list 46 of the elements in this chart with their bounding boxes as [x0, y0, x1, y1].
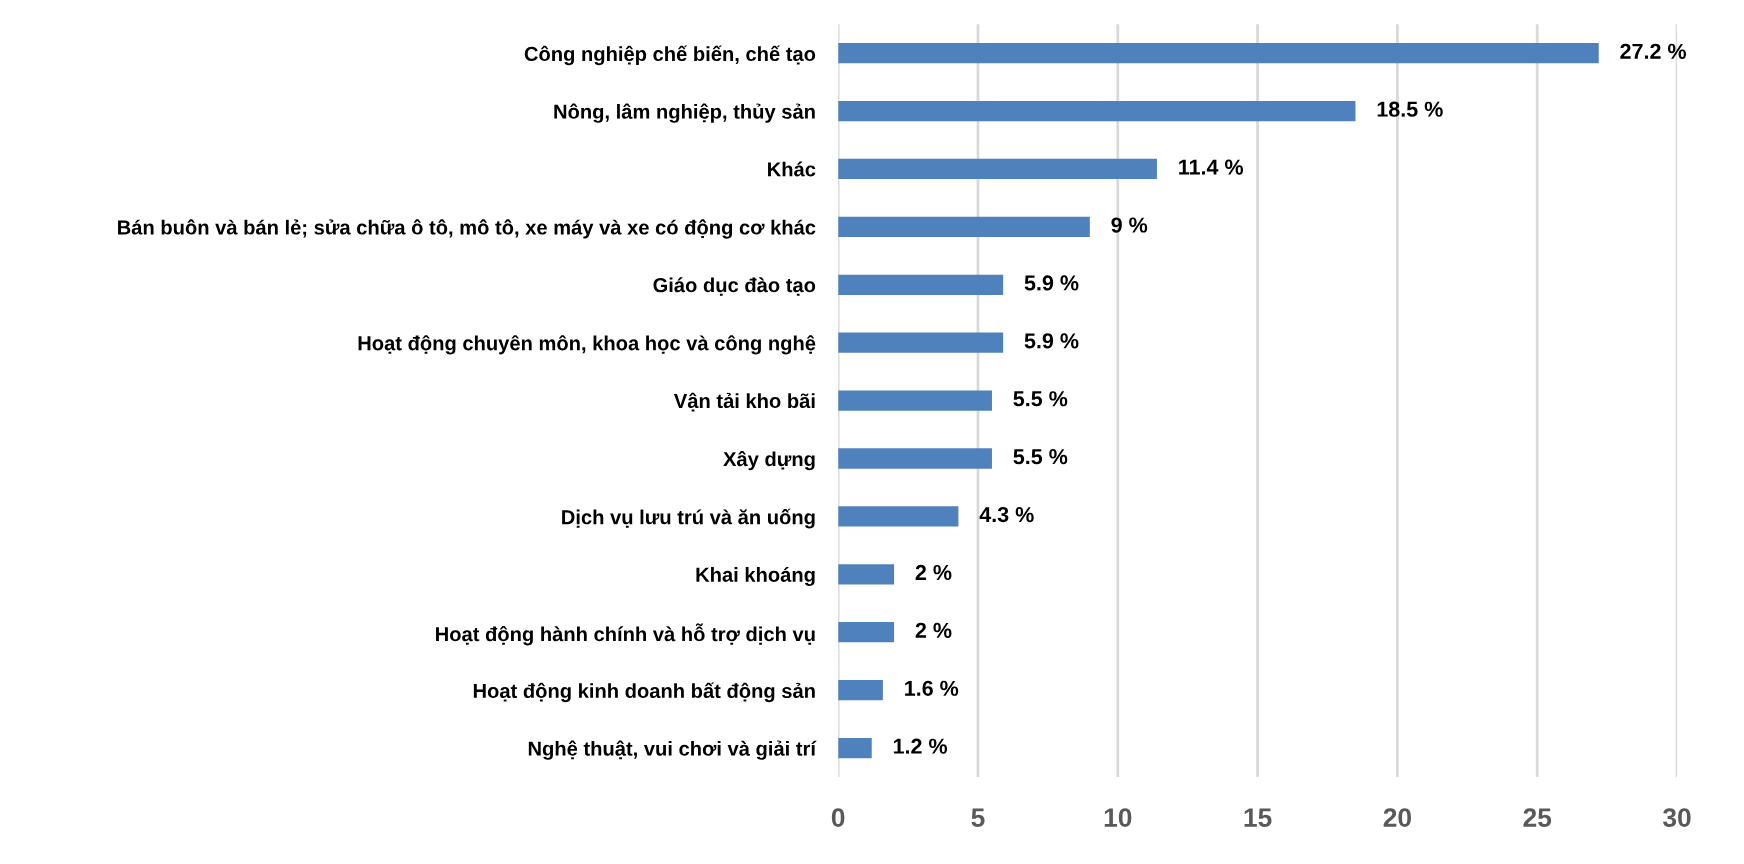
data-label: 18.5 %: [1377, 101, 1443, 117]
bar: [838, 448, 992, 469]
x-tick-label: 30: [1662, 808, 1691, 827]
bar: [838, 390, 992, 411]
y-tick-label: Bán buôn và bán lẻ; sửa chữa ô tô, mô tô, xe máy và xe có động cơ khác: [118, 219, 816, 239]
y-tick-label: Vận tải kho bãi: [673, 392, 815, 412]
bar: [838, 564, 895, 585]
data-label: 2 %: [915, 564, 952, 581]
y-tick-label: Giáo dục đào tạo: [653, 277, 816, 296]
data-label: 5.5 %: [1013, 391, 1068, 407]
data-label: 4.3 %: [979, 506, 1034, 523]
bar: [838, 100, 1356, 122]
data-label: 1.6 %: [905, 680, 959, 696]
y-tick-label: Nông, lâm nghiệp, thủy sản: [554, 103, 815, 123]
data-label: 5.9 %: [1024, 275, 1079, 291]
x-tick-label: 5: [971, 808, 985, 827]
data-label: 9 %: [1111, 217, 1148, 233]
x-tick-label: 25: [1523, 808, 1552, 827]
data-label: 27.2 %: [1620, 43, 1687, 59]
bar: [838, 680, 883, 701]
y-tick-label: Hoạt động hành chính và hỗ trợ dịch vụ: [436, 623, 815, 646]
y-tick-label: Xây dựng: [723, 450, 815, 471]
y-tick-label: Hoạt động kinh doanh bất động sản: [473, 682, 815, 703]
x-tick-label: 10: [1104, 808, 1132, 827]
bar: [838, 506, 959, 527]
y-tick-label: Công nghiệp chế biến, chế tạo: [524, 45, 816, 66]
x-tick-label: 0: [831, 808, 845, 827]
data-label: 1.2 %: [893, 738, 948, 754]
bar: [838, 43, 1599, 64]
bar: [838, 332, 1004, 353]
bar: [838, 737, 872, 759]
y-tick-label: Nghệ thuật, vui chơi và giải trí: [528, 740, 817, 760]
x-tick-label: 20: [1383, 808, 1411, 827]
data-label: 11.4 %: [1179, 159, 1244, 175]
x-tick-label: 15: [1244, 808, 1272, 827]
data-label: 5.9 %: [1024, 333, 1079, 349]
bar: [838, 216, 1090, 237]
data-label: 2 %: [915, 622, 952, 638]
y-tick-label: Khai khoáng: [696, 566, 815, 586]
data-label: 5.5 %: [1013, 449, 1068, 465]
bar: [838, 622, 895, 643]
bar: [838, 158, 1157, 180]
y-tick-label: Khác: [768, 161, 816, 177]
y-tick-label: Dịch vụ lưu trú và ăn uống: [562, 508, 815, 529]
y-tick-label: Hoạt động chuyên môn, khoa học và công nghệ: [358, 335, 816, 355]
bar: [838, 274, 1004, 295]
